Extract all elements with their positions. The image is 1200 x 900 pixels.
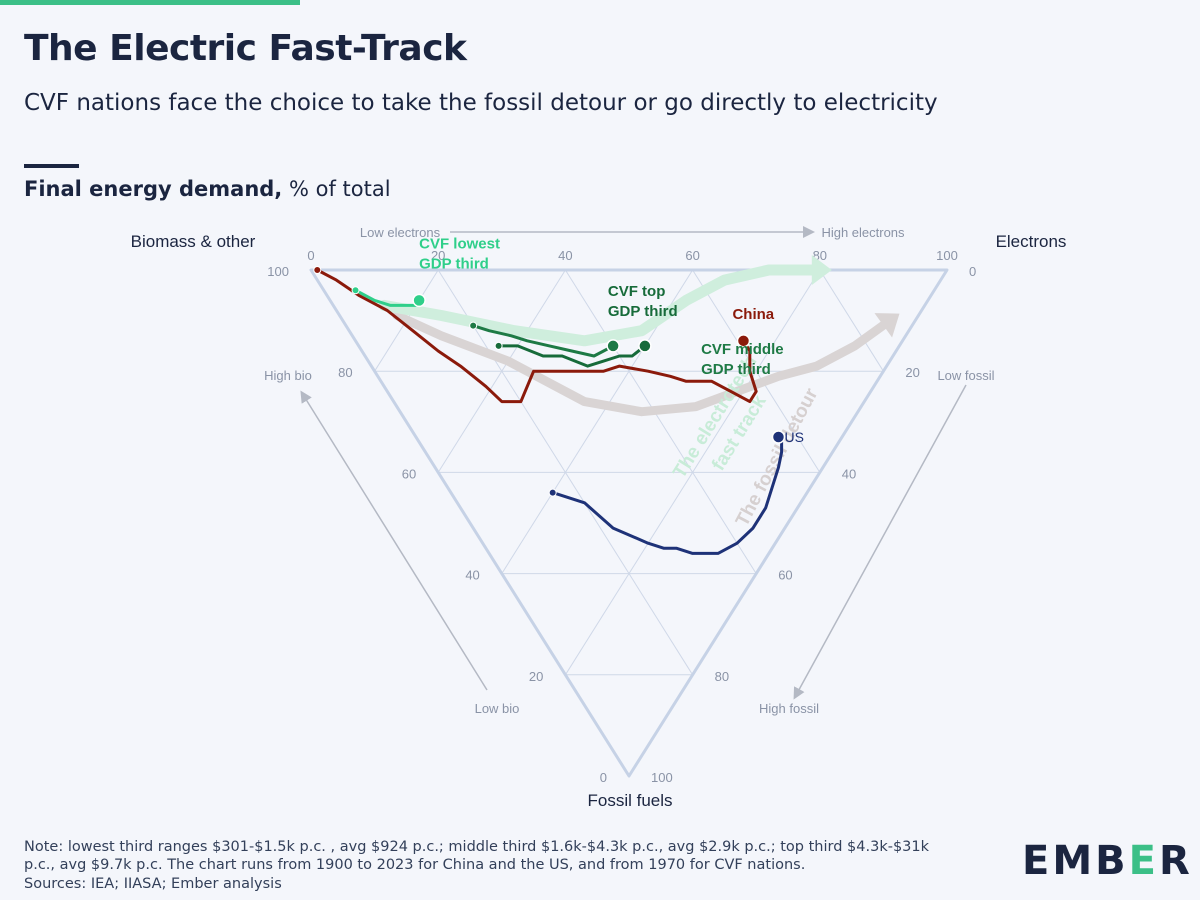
tick-fossil-0: 0 — [969, 264, 976, 279]
top-accent-bar — [0, 0, 300, 5]
series-label-cvf_middle-1: CVF middle — [701, 341, 784, 358]
gridline-biomass-1 — [819, 269, 884, 372]
series-line-cvf_middle — [471, 324, 615, 358]
series-label-cvf_top-2: GDP third — [608, 303, 678, 320]
series-line-us — [551, 435, 784, 555]
logo-part-2: E — [1128, 838, 1159, 884]
tick-electrons-0: 0 — [307, 248, 314, 263]
series-label-cvf_lowest-1: CVF lowest — [419, 235, 500, 252]
tick-biomass-60: 60 — [402, 466, 416, 481]
tick-biomass-20: 20 — [529, 669, 543, 684]
footnote: Note: lowest third ranges $301-$1.5k p.c… — [24, 839, 930, 873]
tick-fossil-40: 40 — [842, 466, 856, 481]
sources: Sources: IEA; IIASA; Ember analysis — [24, 876, 282, 892]
arrow-fossil — [793, 384, 967, 700]
series-label-cvf_lowest-2: GDP third — [419, 255, 489, 272]
chart-heading-unit: % of total — [282, 177, 391, 201]
tick-electrons-60: 60 — [685, 248, 699, 263]
series-label-us-1: US — [784, 429, 803, 445]
tick-electrons-40: 40 — [558, 248, 572, 263]
arrow-biomass — [300, 390, 488, 691]
chart-heading-bold: Final energy demand, — [24, 177, 283, 201]
series-start-us — [548, 488, 557, 497]
tick-fossil-20: 20 — [905, 365, 919, 380]
heading-rule — [24, 164, 79, 168]
label-high-fossil: High fossil — [759, 701, 819, 716]
tick-electrons-20: 20 — [431, 248, 445, 263]
label-low-fossil: Low fossil — [937, 368, 994, 383]
gridline-biomass-4 — [437, 269, 694, 676]
gridline-biomass-3 — [564, 269, 757, 574]
gridline-electrons-4 — [564, 269, 821, 676]
triangle-frame — [309, 268, 949, 778]
page-title: The Electric Fast-Track — [24, 28, 467, 69]
electrotech-path — [378, 264, 826, 347]
fossil-detour-path — [392, 311, 895, 417]
series-start-cvf_middle — [469, 321, 478, 330]
series-start-china — [313, 266, 322, 274]
corner-label-biomass: Biomass & other — [131, 232, 256, 251]
corner-label-electrons: Electrons — [996, 232, 1067, 251]
fossil-detour-path-head — [874, 313, 900, 338]
tick-fossil-100: 100 — [651, 770, 673, 785]
page-subtitle: CVF nations face the choice to take the … — [24, 90, 938, 116]
series-end-china — [736, 334, 751, 348]
series-label-cvf_middle-2: GDP third — [701, 361, 771, 378]
logo-part-3: R — [1158, 838, 1193, 884]
tick-fossil-80: 80 — [715, 669, 729, 684]
tick-biomass-0: 0 — [600, 770, 607, 785]
series-line-cvf_top — [497, 344, 647, 368]
series-end-cvf_top — [638, 339, 652, 353]
ember-logo: EMBER — [1022, 838, 1193, 884]
tick-electrons-100: 100 — [936, 248, 958, 263]
corner-label-fossil: Fossil fuels — [587, 791, 672, 810]
label-low-electrons: Low electrons — [360, 225, 441, 240]
series-label-cvf_top-1: CVF top — [608, 283, 666, 300]
series-end-us — [771, 430, 786, 444]
series-start-cvf_lowest — [351, 286, 360, 295]
electrotech-path-head — [811, 255, 832, 285]
series-end-cvf_middle — [606, 339, 620, 353]
series-label-china-1: China — [732, 306, 774, 323]
series-start-cvf_top — [494, 341, 503, 350]
series-end-cvf_lowest — [412, 293, 426, 308]
tick-biomass-80: 80 — [338, 365, 352, 380]
tick-biomass-100: 100 — [267, 264, 289, 279]
logo-part-1: EMB — [1022, 838, 1129, 884]
tick-biomass-40: 40 — [465, 568, 479, 583]
series-line-china — [315, 268, 758, 404]
chart-heading: Final energy demand, % of total — [24, 177, 391, 201]
label-low-bio: Low bio — [475, 701, 520, 716]
tick-fossil-60: 60 — [778, 568, 792, 583]
label-high-bio: High bio — [264, 368, 312, 383]
label-high-electrons: High electrons — [821, 225, 905, 240]
